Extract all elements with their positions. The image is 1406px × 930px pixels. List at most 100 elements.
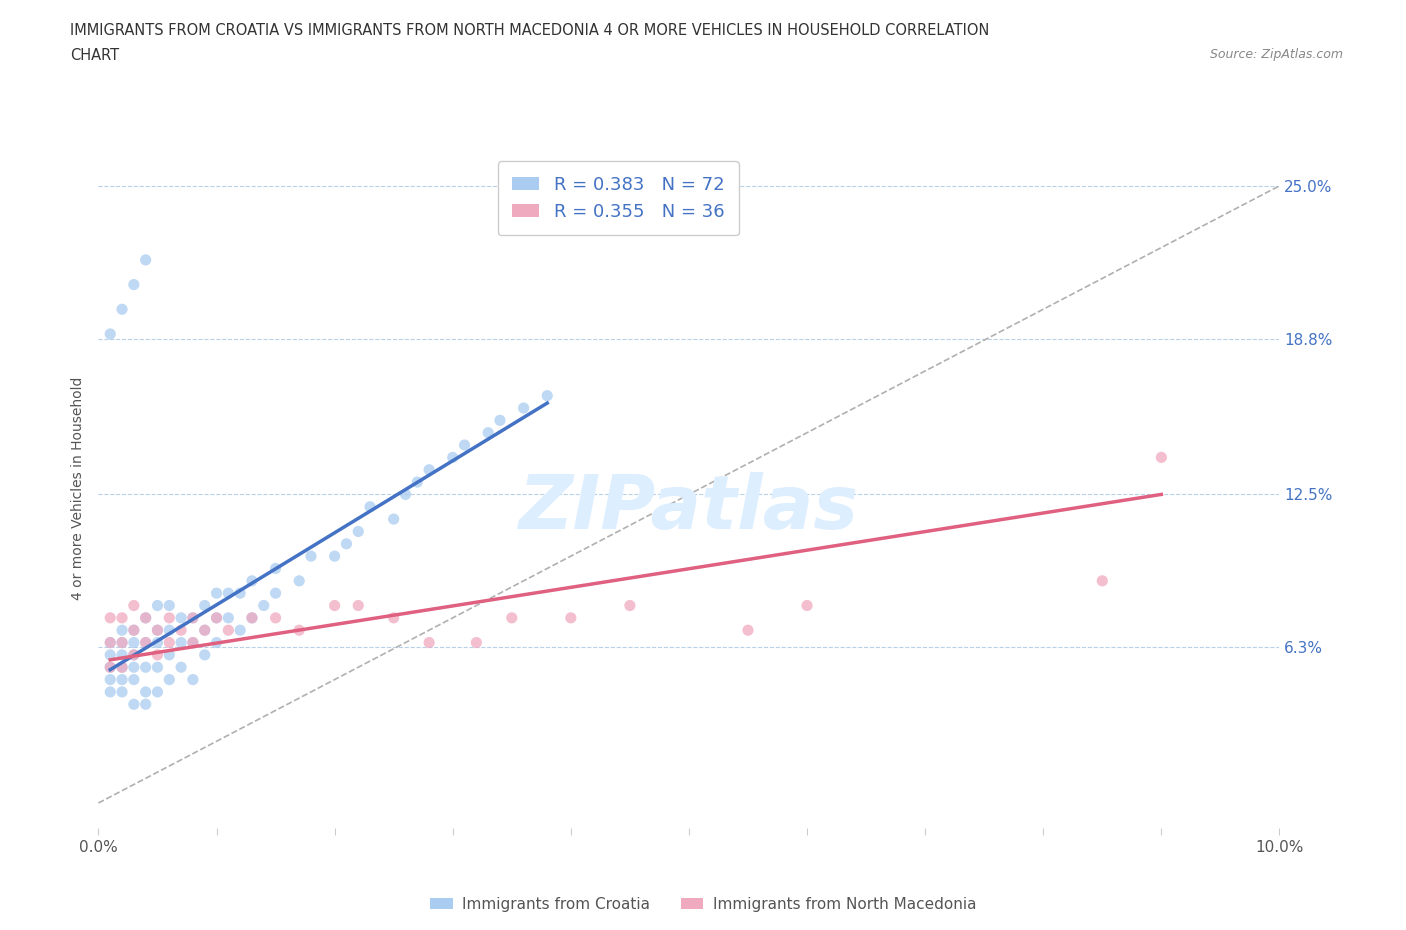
- Point: [205, 610, 228, 625]
- Point: [135, 684, 157, 699]
- Point: [135, 635, 157, 650]
- Point: [98, 635, 121, 650]
- Point: [441, 450, 464, 465]
- Legend: Immigrants from Croatia, Immigrants from North Macedonia: Immigrants from Croatia, Immigrants from…: [423, 891, 983, 918]
- Point: [217, 610, 239, 625]
- Point: [111, 635, 134, 650]
- Point: [453, 438, 475, 453]
- Point: [111, 672, 134, 687]
- Point: [111, 659, 134, 674]
- Point: [170, 635, 193, 650]
- Point: [111, 635, 134, 650]
- Point: [98, 610, 121, 625]
- Point: [111, 302, 134, 317]
- Point: [135, 697, 157, 711]
- Point: [264, 561, 287, 576]
- Point: [98, 326, 121, 341]
- Point: [359, 499, 381, 514]
- Point: [122, 672, 145, 687]
- Point: [98, 635, 121, 650]
- Point: [122, 623, 145, 638]
- Point: [418, 462, 440, 477]
- Point: [194, 647, 217, 662]
- Point: [135, 659, 157, 674]
- Point: [194, 623, 217, 638]
- Point: [98, 672, 121, 687]
- Point: [157, 647, 180, 662]
- Point: [170, 610, 193, 625]
- Point: [477, 425, 499, 440]
- Point: [146, 623, 169, 638]
- Point: [98, 659, 121, 674]
- Point: [465, 635, 488, 650]
- Point: [264, 586, 287, 601]
- Point: [146, 684, 169, 699]
- Point: [489, 413, 512, 428]
- Point: [205, 635, 228, 650]
- Point: [619, 598, 641, 613]
- Point: [229, 586, 252, 601]
- Point: [157, 610, 180, 625]
- Point: [217, 586, 239, 601]
- Point: [205, 610, 228, 625]
- Point: [111, 623, 134, 638]
- Point: [335, 537, 357, 551]
- Point: [394, 487, 416, 502]
- Y-axis label: 4 or more Vehicles in Household: 4 or more Vehicles in Household: [70, 377, 84, 600]
- Point: [406, 474, 429, 489]
- Text: IMMIGRANTS FROM CROATIA VS IMMIGRANTS FROM NORTH MACEDONIA 4 OR MORE VEHICLES IN: IMMIGRANTS FROM CROATIA VS IMMIGRANTS FR…: [70, 23, 990, 38]
- Point: [135, 610, 157, 625]
- Point: [347, 598, 370, 613]
- Point: [194, 623, 217, 638]
- Point: [737, 623, 759, 638]
- Point: [98, 684, 121, 699]
- Point: [181, 635, 204, 650]
- Point: [264, 610, 287, 625]
- Point: [98, 659, 121, 674]
- Point: [146, 598, 169, 613]
- Point: [796, 598, 818, 613]
- Point: [135, 635, 157, 650]
- Point: [323, 598, 346, 613]
- Point: [253, 598, 276, 613]
- Point: [170, 623, 193, 638]
- Point: [560, 610, 582, 625]
- Point: [111, 684, 134, 699]
- Point: [122, 647, 145, 662]
- Text: CHART: CHART: [70, 48, 120, 63]
- Point: [536, 388, 558, 403]
- Point: [157, 635, 180, 650]
- Point: [181, 610, 204, 625]
- Point: [299, 549, 322, 564]
- Point: [418, 635, 440, 650]
- Point: [229, 623, 252, 638]
- Point: [240, 610, 263, 625]
- Point: [181, 672, 204, 687]
- Point: [323, 549, 346, 564]
- Point: [135, 252, 157, 267]
- Point: [135, 610, 157, 625]
- Point: [170, 659, 193, 674]
- Text: Source: ZipAtlas.com: Source: ZipAtlas.com: [1209, 48, 1343, 61]
- Point: [122, 623, 145, 638]
- Point: [122, 697, 145, 711]
- Point: [382, 610, 405, 625]
- Point: [205, 586, 228, 601]
- Text: ZIPatlas: ZIPatlas: [519, 472, 859, 545]
- Point: [157, 672, 180, 687]
- Point: [111, 659, 134, 674]
- Point: [122, 598, 145, 613]
- Point: [512, 401, 534, 416]
- Point: [146, 635, 169, 650]
- Point: [240, 574, 263, 589]
- Point: [217, 623, 239, 638]
- Point: [111, 610, 134, 625]
- Point: [122, 647, 145, 662]
- Point: [501, 610, 523, 625]
- Point: [1150, 450, 1173, 465]
- Point: [157, 598, 180, 613]
- Point: [347, 524, 370, 538]
- Point: [157, 623, 180, 638]
- Point: [146, 623, 169, 638]
- Point: [111, 647, 134, 662]
